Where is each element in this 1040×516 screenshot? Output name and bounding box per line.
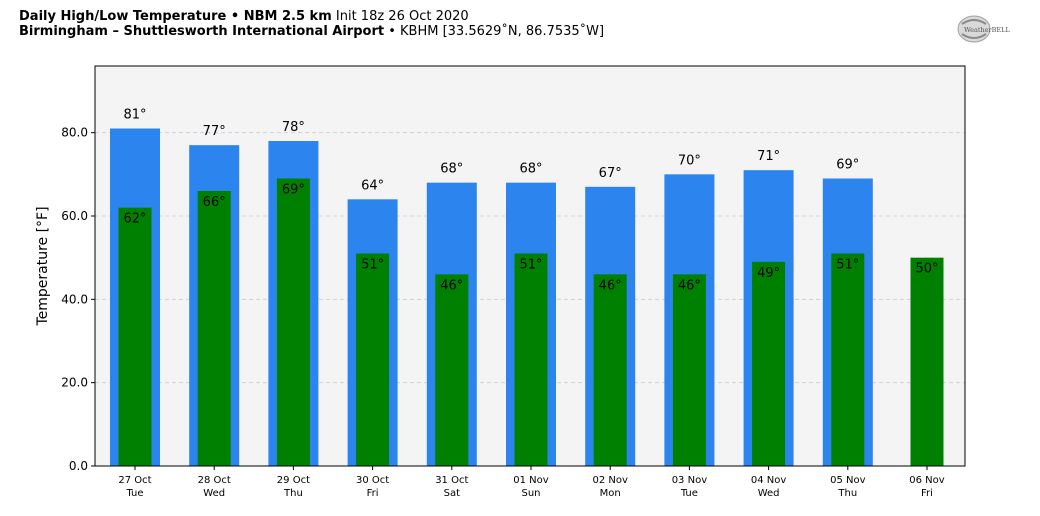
low-temp-bar [514,253,548,466]
low-temp-label: 62° [123,212,146,227]
x-tick-day: Thu [283,488,303,499]
x-tick-date: 04 Nov [751,475,787,486]
x-tick-day: Fri [921,488,933,499]
high-temp-label: 78° [282,120,305,135]
low-temp-label: 46° [678,278,701,293]
x-tick-date: 03 Nov [672,475,708,486]
chart-title: Daily High/Low Temperature • NBM 2.5 km [19,9,332,24]
low-temp-bar [118,207,152,466]
x-tick-date: 28 Oct [198,475,231,486]
high-temp-label: 68° [519,162,542,177]
weatherbell-logo: WeatherBELL [957,15,1010,43]
x-tick-day: Tue [680,488,698,499]
x-tick-date: 02 Nov [592,475,628,486]
low-temp-label: 50° [915,262,938,277]
low-temp-label: 46° [599,278,622,293]
x-tick-day: Mon [600,488,621,499]
x-tick-day: Wed [758,488,780,499]
low-temp-label: 51° [361,258,384,273]
low-temp-bar [593,274,627,466]
y-tick-label: 80.0 [61,126,88,140]
x-tick-day: Fri [367,488,379,499]
x-tick-date: 31 Oct [435,475,468,486]
y-axis-title: Temperature [°F] [35,206,51,326]
bars [110,128,944,467]
x-tick-day: Tue [125,488,143,499]
x-tick-day: Sun [521,488,540,499]
x-tick-day: Thu [837,488,857,499]
low-temp-bar [276,178,310,466]
high-temp-label: 70° [678,153,701,168]
low-temp-bar [356,253,390,466]
y-tick-label: 40.0 [61,292,88,306]
x-tick-day: Wed [203,488,225,499]
y-axis: 0.0 20.0 40.0 60.0 80.0 [61,126,95,473]
low-temp-bar [831,253,865,466]
station-coords: • KBHM [33.5629˚N, 86.7535˚W] [384,24,605,39]
location-line: Birmingham – Shuttlesworth International… [19,24,604,39]
high-temp-label: 71° [757,149,780,164]
y-tick-label: 0.0 [69,459,88,473]
low-temp-label: 51° [836,258,859,273]
y-tick-label: 20.0 [61,376,88,390]
high-temp-label: 67° [599,166,622,181]
high-temp-label: 69° [836,158,859,173]
low-temp-label: 69° [282,183,305,198]
data-labels: 81° 62° 77° 66° 78° 69° 64° 51° 68° 46° 68° 51° 67° 4… [123,108,938,294]
y-tick-label: 60.0 [61,209,88,223]
location-name: Birmingham – Shuttlesworth International… [19,24,385,39]
low-temp-bar [910,257,944,466]
plot-frame [94,65,966,467]
high-temp-label: 68° [440,162,463,177]
x-tick-date: 01 Nov [513,475,549,486]
low-temp-bar [752,261,786,466]
low-temp-bar [435,274,469,466]
low-temp-label: 49° [757,266,780,281]
low-temp-label: 51° [519,258,542,273]
chart-header: Daily High/Low Temperature • NBM 2.5 km … [19,9,604,39]
high-temp-label: 64° [361,178,384,193]
x-axis: 27 Oct Tue 28 Oct Wed 29 Oct Thu 30 Oct Fri 31 O… [118,466,945,499]
logo-text: WeatherBELL [964,26,1010,34]
init-time: Init 18z 26 Oct 2020 [331,9,469,24]
x-tick-date: 06 Nov [909,475,945,486]
x-tick-date: 30 Oct [356,475,389,486]
low-temp-bar [672,274,706,466]
title-line: Daily High/Low Temperature • NBM 2.5 km … [19,9,604,24]
x-tick-date: 29 Oct [277,475,310,486]
x-tick-day: Sat [444,488,460,499]
low-temp-label: 66° [203,195,226,210]
low-temp-label: 46° [440,278,463,293]
high-temp-label: 77° [203,124,226,139]
high-temp-label: 81° [123,108,146,123]
x-tick-date: 27 Oct [118,475,151,486]
low-temp-bar [197,191,231,466]
x-tick-date: 05 Nov [830,475,866,486]
